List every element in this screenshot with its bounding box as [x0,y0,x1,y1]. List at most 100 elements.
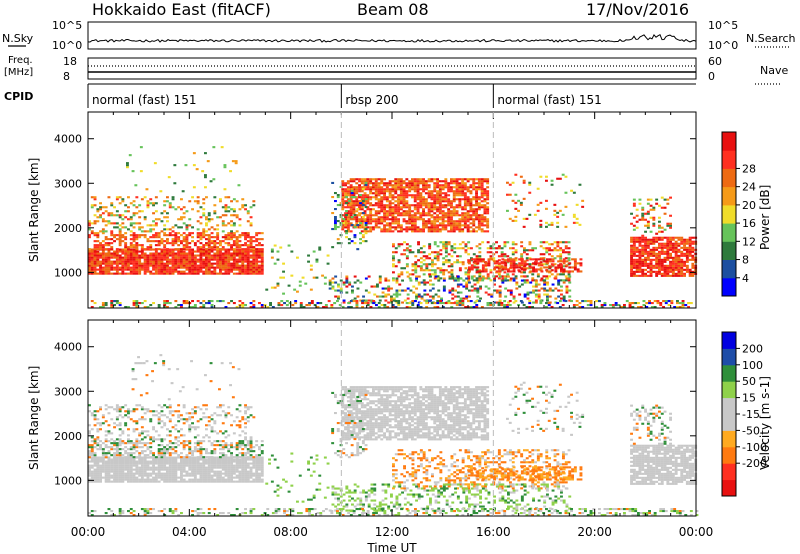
echo-cell [118,248,122,251]
echo-cell [378,295,382,298]
echo-cell [113,478,116,481]
echo-cell [444,243,448,246]
echo-cell [309,268,313,271]
echo-cell [349,218,353,221]
echo-cell [180,272,183,275]
echo-cell [115,222,119,225]
echo-cell [241,248,245,251]
echo-cell [260,258,264,261]
echo-cell [470,268,474,271]
echo-cell [182,254,186,257]
echo-cell [493,301,496,304]
echo-cell [163,200,167,203]
echo-cell [127,472,130,475]
echo-cell [399,184,403,187]
echo-cell [556,302,560,305]
echo-cell [503,300,507,303]
echo-cell [472,230,476,233]
echo-cell [132,226,136,229]
echo-cell [416,192,420,195]
echo-cell [126,166,129,169]
echo-cell [182,272,186,275]
echo-cell [534,283,538,286]
echo-cell [352,216,356,219]
echo-cell [346,180,350,183]
echo-cell [118,470,122,473]
echo-cell [399,206,403,209]
echo-cell [641,270,645,273]
echo-cell [182,250,186,253]
echo-cell [216,250,220,253]
echo-cell [548,287,552,290]
echo-cell [244,270,247,273]
echo-cell [504,268,508,271]
echo-cell [232,266,236,269]
echo-cell [402,200,406,203]
echo-cell [369,192,373,195]
echo-cell [96,480,100,483]
echo-cell [660,206,664,209]
echo-cell [363,200,367,203]
echo-cell [202,468,206,471]
echo-cell [185,302,189,305]
echo-cell [193,304,197,307]
echo-cell [459,277,463,280]
echo-cell [658,260,661,263]
echo-cell [518,270,522,273]
echo-cell [232,208,236,211]
echo-cell [246,248,250,251]
echo-cell [388,214,392,217]
echo-cell [666,238,670,241]
echo-cell [195,168,199,171]
echo-cell [369,222,373,225]
echo-cell [431,295,435,298]
echo-cell [344,218,347,221]
echo-cell [632,198,636,201]
echo-cell [685,266,689,269]
echo-cell [101,462,105,465]
echo-cell [450,271,454,274]
echo-cell [408,194,412,197]
echo-cell [93,262,97,265]
echo-cell [559,263,563,266]
echo-cell [403,299,407,302]
echo-cell [632,228,636,231]
echo-cell [440,297,443,300]
echo-cell [163,204,167,207]
echo-cell [185,472,189,475]
echo-cell [180,208,183,211]
echo-cell [205,242,208,245]
echo-cell [498,270,502,273]
echo-cell [177,232,181,235]
echo-cell [99,262,102,265]
echo-cell [397,188,400,191]
echo-cell [207,272,211,275]
echo-cell [441,220,445,223]
echo-cell [644,244,647,247]
echo-cell [93,260,97,263]
echo-cell [241,250,245,253]
echo-cell [565,291,569,294]
echo-cell [641,216,645,219]
echo-cell [380,204,384,207]
nsearch-tick-bottom: 10^0 [708,39,738,52]
echo-cell [388,204,392,207]
echo-cell [191,480,194,483]
echo-cell [466,220,470,223]
echo-cell [531,247,535,250]
echo-cell [135,302,139,305]
echo-cell [157,472,161,475]
echo-cell [437,295,441,298]
echo-cell [182,256,186,259]
echo-cell [129,480,133,483]
echo-cell [101,232,105,235]
echo-cell [252,250,256,253]
echo-cell [635,208,639,211]
echo-cell [107,258,111,261]
echo-cell [93,270,97,273]
echo-cell [406,275,410,278]
echo-cell [517,209,520,212]
echo-cell [188,268,192,271]
echo-cell [658,252,661,255]
echo-cell [528,265,532,268]
